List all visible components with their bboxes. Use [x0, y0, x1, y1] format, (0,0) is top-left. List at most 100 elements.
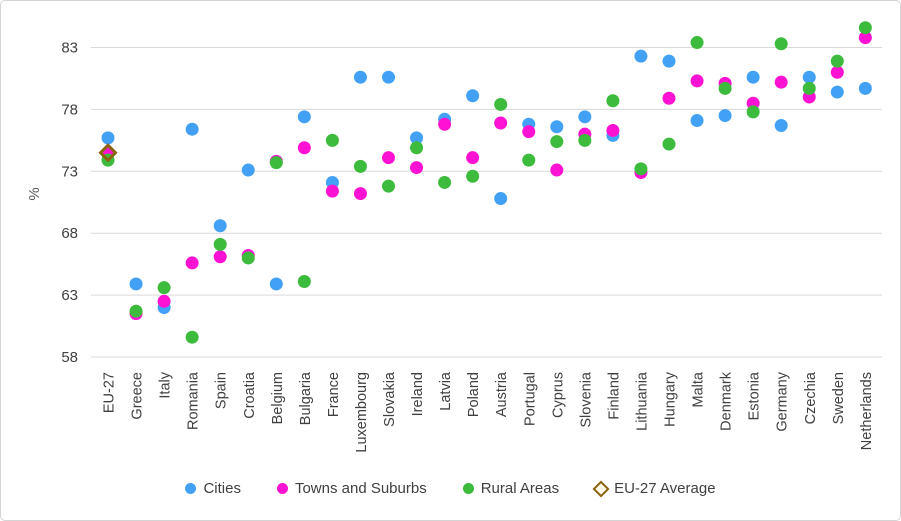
dot-rural-areas-greece: [129, 304, 143, 318]
x-tick-label: Hungary: [663, 371, 679, 427]
dot-rural-areas-malta: [690, 36, 704, 50]
x-tick-label: Slovakia: [382, 371, 398, 427]
y-tick-label: 73: [61, 163, 78, 180]
dot-towns-and-suburbs-latvia: [438, 117, 452, 131]
y-tick-label: 78: [61, 101, 78, 118]
y-tick-label: 83: [61, 40, 78, 57]
dot-cities-malta: [690, 114, 704, 128]
dot-towns-and-suburbs-portugal: [522, 125, 536, 139]
dot-cities-austria: [494, 192, 508, 206]
dot-towns-and-suburbs-italy: [157, 294, 171, 308]
dot-towns-and-suburbs-ireland: [410, 161, 424, 175]
dot-towns-and-suburbs-cyprus: [550, 163, 564, 177]
legend-label: Towns and Suburbs: [294, 480, 427, 497]
x-tick-label: France: [326, 372, 342, 417]
dot-rural-areas-poland: [466, 169, 480, 183]
dot-rural-areas-sweden: [830, 54, 844, 68]
dot-rural-areas-croatia: [241, 251, 255, 265]
dot-cities-belgium: [269, 277, 283, 291]
x-tick-label: Finland: [606, 372, 622, 420]
x-tick-label: Lithuania: [634, 371, 650, 431]
dot-cities-greece: [129, 277, 143, 291]
dot-towns-and-suburbs-hungary: [662, 91, 676, 105]
dot-rural-areas-estonia: [746, 105, 760, 119]
y-tick-label: 63: [61, 287, 78, 304]
dot-rural-areas-belgium: [269, 156, 283, 170]
x-tick-label: EU-27: [102, 372, 118, 413]
y-tick-label: 58: [61, 349, 78, 366]
x-tick-label: Spain: [214, 372, 230, 409]
dot-rural-areas-bulgaria: [297, 274, 311, 288]
x-tick-label: Romania: [186, 371, 202, 430]
legend-label: EU-27 Average: [614, 480, 716, 497]
x-tick-label: Germany: [775, 371, 791, 431]
x-tick-label: Sweden: [831, 372, 847, 424]
dot-rural-areas-netherlands: [858, 21, 872, 35]
dot-rural-areas-germany: [774, 37, 788, 51]
x-tick-label: Luxembourg: [354, 372, 370, 453]
dot-cities-cyprus: [550, 120, 564, 134]
dot-towns-and-suburbs-austria: [494, 116, 508, 130]
dot-rural-areas-finland: [606, 94, 620, 108]
dot-towns-and-suburbs-netherlands: [858, 31, 872, 45]
dot-rural-areas-italy: [157, 281, 171, 295]
dot-rural-areas-slovakia: [382, 179, 395, 193]
legend-item-cities: Cities: [185, 480, 241, 497]
x-tick-label: Czechia: [803, 371, 819, 424]
x-tick-label: Netherlands: [859, 372, 875, 450]
legend-diamond-icon: [592, 480, 610, 497]
eu27-average-diamond-marker: [98, 143, 118, 163]
dot-cities-eu-27: [101, 131, 115, 145]
x-tick-label: Latvia: [438, 371, 454, 411]
dot-rural-areas-austria: [494, 97, 508, 111]
dot-cities-luxembourg: [353, 70, 367, 84]
dot-towns-and-suburbs-slovakia: [382, 151, 395, 165]
dot-rural-areas-hungary: [662, 137, 676, 151]
x-tick-label: Croatia: [242, 371, 258, 419]
dot-towns-and-suburbs-spain: [213, 250, 227, 264]
dot-cities-spain: [213, 219, 227, 233]
x-tick-label: Ireland: [410, 372, 426, 416]
dot-cities-slovenia: [578, 110, 592, 124]
dot-cities-netherlands: [858, 81, 872, 95]
x-tick-label: Estonia: [747, 371, 763, 420]
x-tick-label: Cyprus: [550, 372, 566, 418]
dot-rural-areas-spain: [213, 237, 227, 251]
dot-rural-areas-cyprus: [550, 135, 564, 149]
dot-rural-areas-romania: [185, 330, 199, 344]
x-tick-label: Slovenia: [578, 371, 594, 428]
legend-label: Rural Areas: [480, 480, 560, 497]
dot-towns-and-suburbs-germany: [774, 75, 788, 89]
y-axis-unit-label: %: [26, 187, 43, 200]
dot-towns-and-suburbs-finland: [606, 123, 620, 137]
dot-cities-germany: [774, 118, 788, 132]
dot-cities-romania: [185, 122, 199, 136]
dot-rural-areas-czechia: [802, 81, 816, 95]
x-tick-label: Belgium: [270, 372, 286, 424]
dot-rural-areas-lithuania: [634, 162, 648, 176]
legend-item-eu-27-average: EU-27 Average: [592, 480, 716, 497]
x-tick-label: Bulgaria: [298, 371, 314, 425]
dot-towns-and-suburbs-poland: [466, 151, 480, 165]
x-tick-label: Greece: [130, 372, 146, 420]
chart-legend: Cities Towns and Suburbs Rural Areas EU-27 …: [1, 480, 900, 497]
dot-rural-areas-france: [325, 133, 339, 147]
dot-towns-and-suburbs-france: [325, 184, 339, 198]
dot-rural-areas-ireland: [410, 141, 424, 155]
legend-circle-icon: [276, 483, 288, 494]
x-tick-label: Malta: [691, 371, 707, 407]
y-tick-label: 68: [61, 225, 78, 242]
legend-item-towns-and-suburbs: Towns and Suburbs: [276, 480, 427, 497]
dot-cities-lithuania: [634, 49, 648, 63]
dot-towns-and-suburbs-luxembourg: [353, 187, 367, 201]
dot-towns-and-suburbs-bulgaria: [297, 141, 311, 155]
dot-cities-croatia: [241, 163, 255, 177]
dot-rural-areas-denmark: [718, 81, 732, 95]
x-tick-label: Austria: [494, 371, 510, 417]
dot-rural-areas-luxembourg: [353, 159, 367, 173]
legend-item-rural-areas: Rural Areas: [462, 480, 560, 497]
dot-cities-poland: [466, 89, 480, 103]
dot-cities-slovakia: [382, 70, 395, 84]
